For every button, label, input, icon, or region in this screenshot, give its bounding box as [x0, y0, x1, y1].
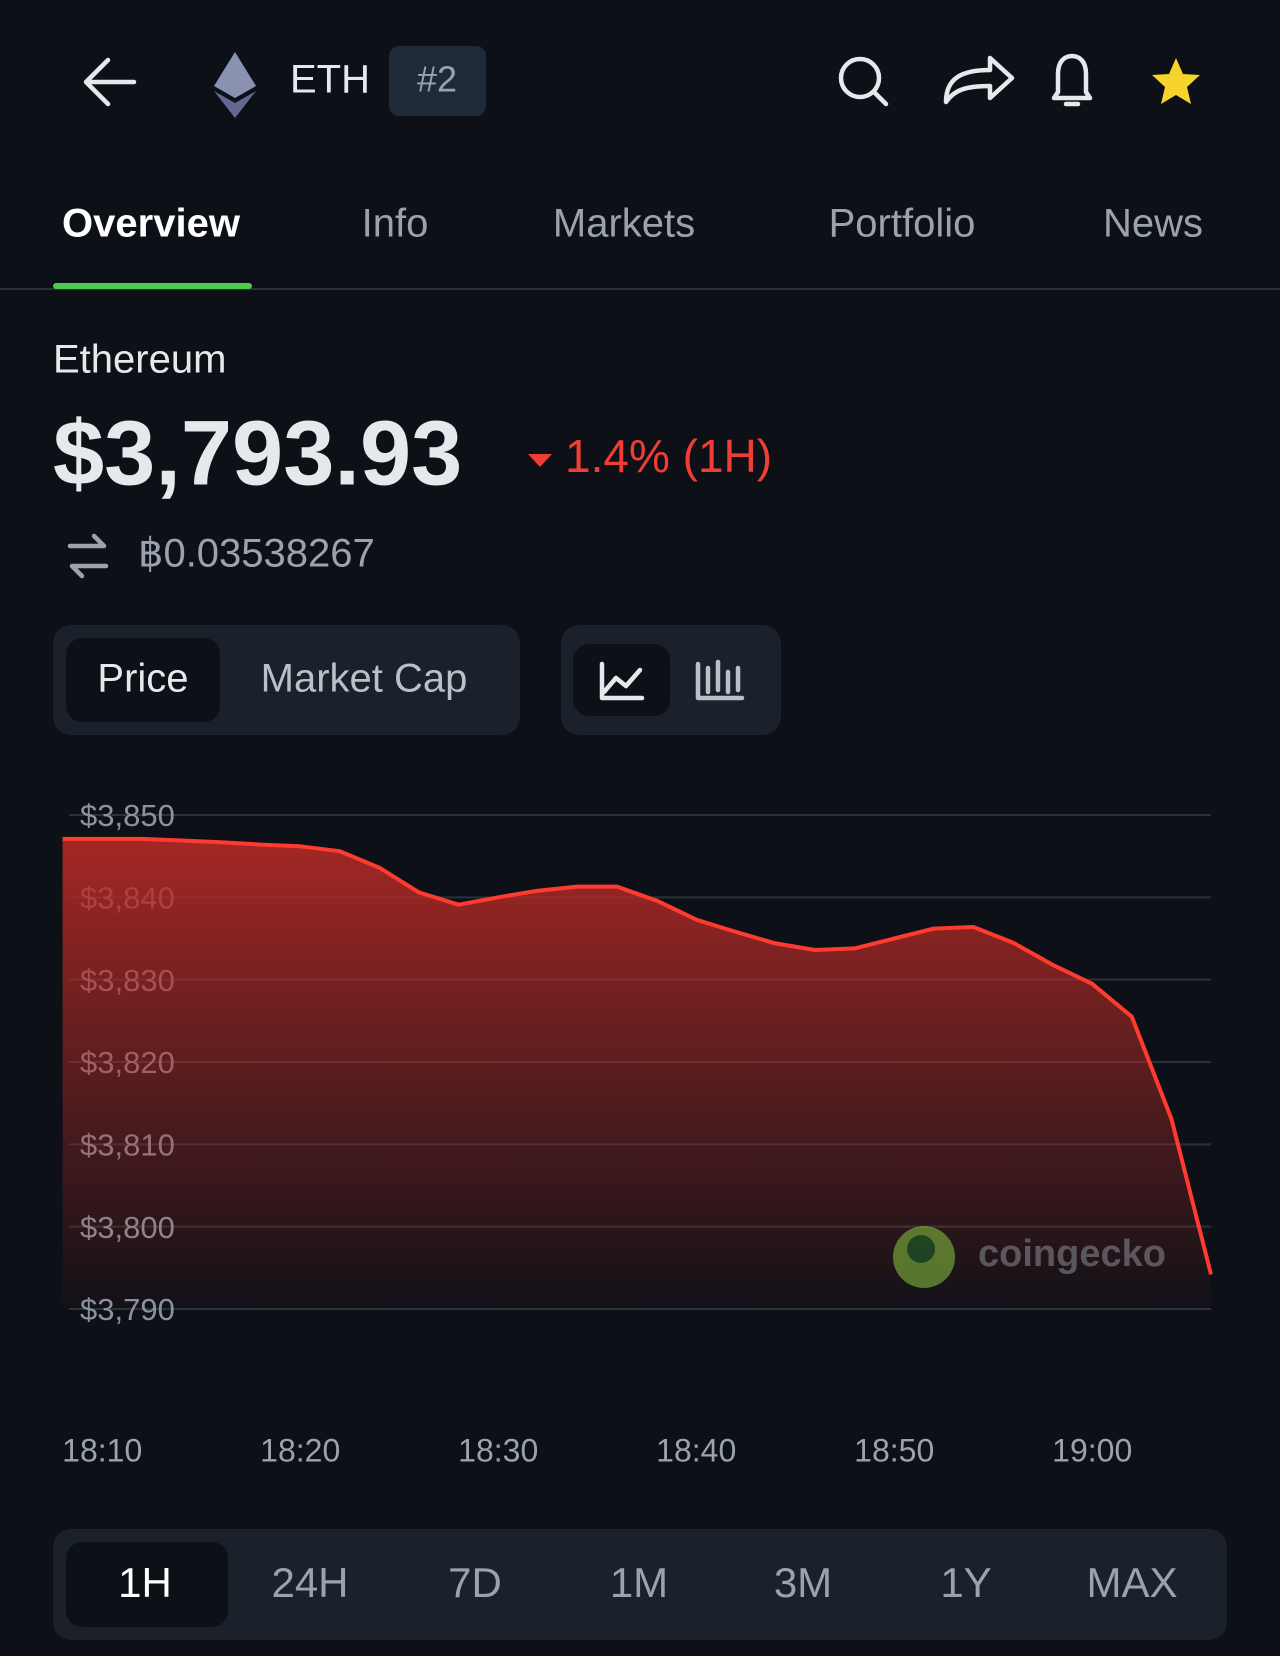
tab[interactable]: Info	[362, 202, 429, 246]
price-area	[62, 838, 1212, 1309]
price-line	[62, 836, 1213, 1275]
x-tick-label: 18:40	[656, 1432, 736, 1468]
watermark: coingecko	[893, 1226, 1166, 1288]
search-button[interactable]	[838, 56, 889, 107]
rank-badge	[389, 46, 486, 116]
toggle-option[interactable]: Price	[97, 657, 188, 701]
toggle-selected	[66, 638, 220, 722]
y-tick-label: $3,850	[80, 798, 175, 833]
coin-name: Ethereum	[53, 338, 226, 382]
range-option[interactable]: 3M	[774, 1559, 832, 1606]
swap-icon	[67, 533, 109, 579]
tab[interactable]: Markets	[553, 202, 695, 246]
x-tick-label: 18:10	[62, 1432, 142, 1468]
range-option[interactable]: MAX	[1086, 1559, 1177, 1606]
rank: #2	[417, 59, 457, 100]
chart: $3,790$3,800$3,810$3,820$3,830$3,840$3,8…	[62, 798, 1213, 1468]
price: $3,793.93	[53, 402, 462, 504]
tab[interactable]: Overview	[62, 202, 241, 246]
range-option[interactable]: 7D	[448, 1559, 502, 1606]
alert-button[interactable]	[1051, 53, 1093, 107]
x-tick-label: 19:00	[1052, 1432, 1132, 1468]
favorite-button[interactable]	[1152, 58, 1200, 104]
tab[interactable]: Portfolio	[829, 202, 976, 246]
x-tick-label: 18:20	[260, 1432, 340, 1468]
eth-logo	[214, 52, 256, 118]
divider	[0, 288, 1280, 290]
symbol: ETH	[290, 58, 370, 102]
tab[interactable]: News	[1103, 202, 1203, 246]
x-tick-label: 18:50	[854, 1432, 934, 1468]
toggle-option[interactable]: Market Cap	[261, 657, 468, 701]
range-option[interactable]: 1Y	[940, 1559, 991, 1606]
back-button[interactable]	[83, 57, 137, 107]
price-change: 1.4% (1H)	[565, 430, 772, 482]
svg-text:coingecko: coingecko	[978, 1233, 1166, 1275]
x-tick-label: 18:30	[458, 1432, 538, 1468]
down-arrow	[528, 454, 552, 467]
range-option[interactable]: 24H	[271, 1559, 348, 1606]
line-chart-button[interactable]	[599, 661, 645, 701]
range-option[interactable]: 1H	[118, 1559, 172, 1606]
tab-indicator	[53, 283, 252, 289]
share-button[interactable]	[943, 55, 1015, 105]
btc-price: ฿0.03538267	[138, 532, 375, 576]
range-selected	[66, 1542, 228, 1627]
range-bar	[53, 1529, 1227, 1640]
range-option[interactable]: 1M	[610, 1559, 668, 1606]
candle-chart-button[interactable]	[695, 659, 745, 701]
